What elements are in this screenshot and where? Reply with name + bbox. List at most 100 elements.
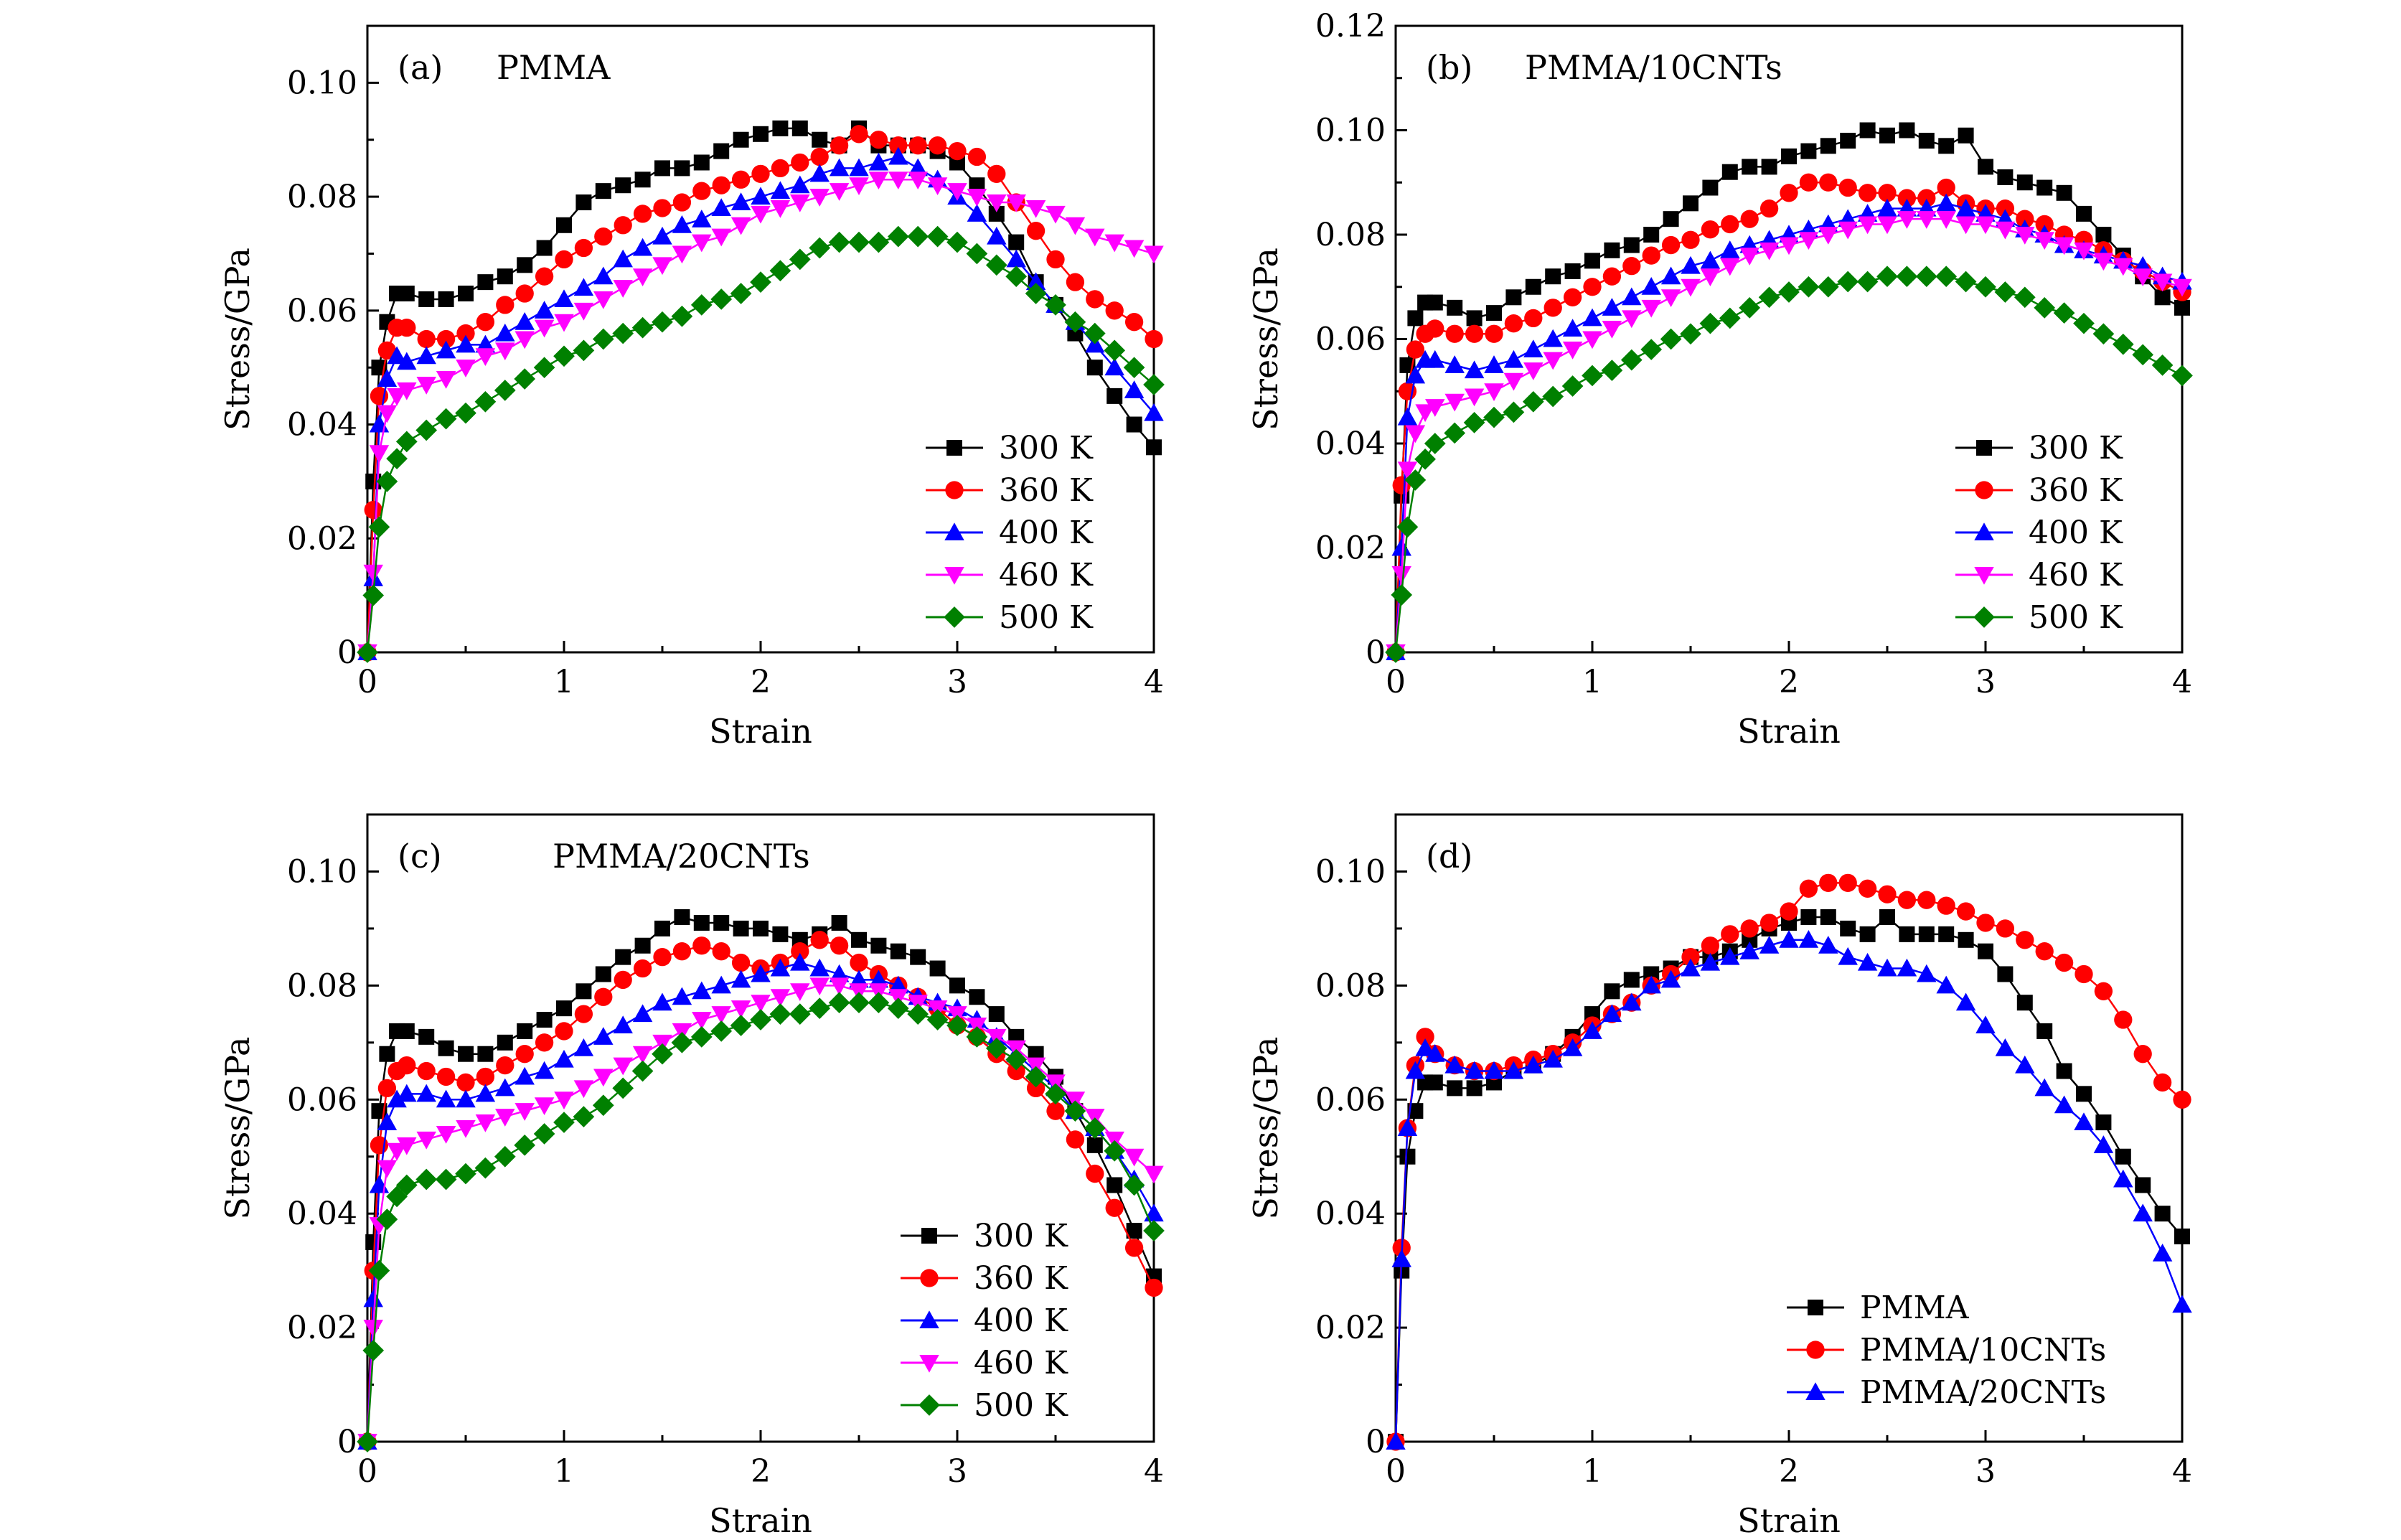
data-point: [536, 240, 553, 256]
data-point: [362, 1340, 385, 1361]
data-point: [1106, 1177, 1123, 1193]
data-point: [1681, 230, 1700, 249]
data-point: [1800, 909, 1817, 926]
data-point: [1681, 958, 1701, 977]
data-point: [533, 1123, 555, 1145]
data-point: [1007, 1061, 1025, 1081]
data-point: [966, 243, 988, 265]
data-point: [615, 949, 631, 965]
data-point: [534, 319, 555, 338]
data-point: [536, 1012, 553, 1028]
data-point: [1739, 248, 1759, 266]
data-point: [1086, 1164, 1104, 1183]
data-point: [908, 172, 928, 190]
y-tick-label: 0.08: [1315, 217, 1386, 253]
data-point: [436, 329, 456, 349]
data-point: [1820, 138, 1836, 154]
legend-marker: [1974, 567, 1994, 585]
data-point: [515, 284, 534, 303]
data-point: [710, 288, 733, 310]
data-point: [1582, 331, 1602, 349]
data-point: [514, 368, 536, 390]
data-point: [1915, 266, 1937, 288]
data-point: [848, 231, 870, 253]
data-point: [1936, 975, 1956, 994]
data-point: [456, 1120, 476, 1138]
data-point: [829, 158, 850, 177]
data-point: [987, 194, 1007, 212]
data-point: [514, 1134, 536, 1156]
data-point: [1064, 311, 1086, 333]
data-point: [2172, 278, 2192, 297]
data-point: [1778, 281, 1800, 303]
data-point: [2074, 242, 2094, 260]
data-point: [1955, 271, 1977, 293]
x-tick-label: 1: [554, 1453, 574, 1490]
data-point: [985, 254, 1007, 276]
x-tick-label: 3: [1975, 1453, 1996, 1490]
data-point: [772, 120, 789, 136]
data-point: [475, 1084, 496, 1102]
data-point: [1897, 211, 1917, 229]
data-point: [1486, 305, 1502, 321]
data-point: [387, 1089, 407, 1108]
data-point: [674, 909, 690, 926]
legend-marker: [1973, 606, 1995, 628]
data-point: [1025, 272, 1046, 291]
data-point: [477, 1046, 494, 1062]
y-tick-label: 0.04: [1315, 1196, 1386, 1232]
legend-marker: [1974, 522, 1994, 540]
x-tick-label: 3: [947, 1453, 967, 1490]
data-point: [592, 1094, 614, 1117]
data-point: [456, 324, 475, 343]
x-tick-label: 2: [751, 1453, 771, 1490]
panel-a: 0 1 2 3 4 0 0.02 0.04 0.06 0.08 0.10 Strain Stress/G…: [218, 24, 1165, 751]
x-tick-label: 2: [1779, 664, 1799, 700]
data-point: [1523, 1055, 1544, 1074]
x-tick-label: 0: [357, 664, 377, 700]
data-point: [1641, 277, 1661, 295]
data-point: [1124, 1239, 1144, 1257]
data-point: [368, 1259, 390, 1282]
data-point: [436, 1067, 456, 1086]
data-point: [2093, 253, 2114, 271]
y-tick-label: 0: [1366, 634, 1386, 671]
data-point: [1466, 310, 1483, 327]
data-point: [2093, 1135, 2114, 1153]
data-point: [416, 376, 436, 395]
data-point: [1463, 412, 1485, 433]
data-point: [1838, 221, 1858, 240]
legend-marker: [921, 1228, 937, 1244]
y-tick-label: 0: [1366, 1424, 1386, 1460]
data-point: [1104, 234, 1124, 253]
data-point: [554, 314, 574, 332]
data-point: [870, 937, 887, 954]
data-point: [377, 1079, 397, 1098]
data-point: [652, 311, 673, 333]
data-point: [1820, 909, 1836, 926]
data-point: [2135, 1177, 2151, 1193]
data-point: [1995, 1038, 2016, 1056]
legend-marker: [918, 1394, 940, 1416]
data-point: [1857, 952, 1878, 971]
y-tick-label: 0.02: [1315, 530, 1386, 567]
data-point: [829, 964, 850, 982]
data-point: [2015, 1055, 2035, 1074]
data-point: [377, 369, 398, 388]
data-point: [634, 172, 651, 188]
data-point: [868, 969, 889, 988]
data-point: [693, 154, 710, 171]
data-point: [887, 997, 909, 1019]
data-point: [1008, 234, 1025, 250]
data-point: [1956, 902, 1975, 921]
data-point: [2056, 1063, 2072, 1079]
data-point: [1465, 324, 1484, 343]
series-pmma: [1388, 909, 2190, 1450]
data-point: [613, 1057, 633, 1076]
data-point: [849, 969, 869, 988]
data-point: [1838, 178, 1857, 197]
data-point: [730, 217, 751, 235]
data-point: [849, 158, 869, 177]
data-point: [2095, 227, 2112, 243]
data-point: [1899, 926, 1915, 942]
